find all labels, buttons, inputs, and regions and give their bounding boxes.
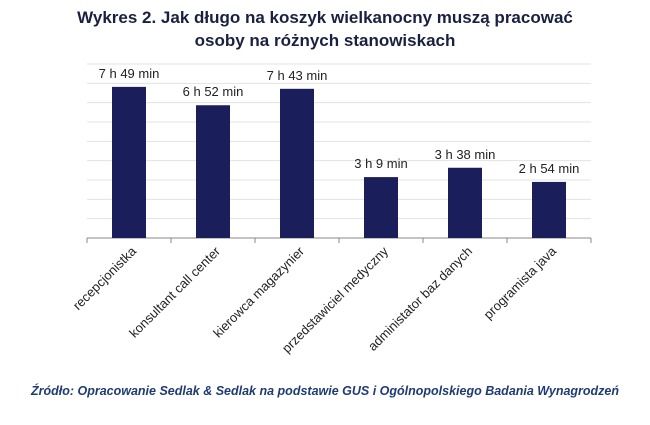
source-note: Źródło: Opracowanie Sedlak & Sedlak na p… xyxy=(30,384,620,398)
data-label: 3 h 9 min xyxy=(354,156,407,171)
bar-chart: 7 h 49 min recepcjonistka 6 h 52 min konsul… xyxy=(70,63,592,356)
data-label: 7 h 43 min xyxy=(267,68,328,83)
category-label: recepcjonistka xyxy=(70,243,140,313)
category-label: konsultant call center xyxy=(126,243,223,340)
data-label: 3 h 38 min xyxy=(435,147,496,162)
data-label: 2 h 54 min xyxy=(519,161,580,176)
bar xyxy=(532,181,566,238)
data-label: 6 h 52 min xyxy=(183,84,244,99)
chart-title-line-1: Wykres 2. Jak długo na koszyk wielkanocn… xyxy=(77,8,573,27)
category-label: programista java xyxy=(481,243,560,322)
bar xyxy=(364,177,398,238)
chart-title-line-2: osoby na różnych stanowiskach xyxy=(194,31,456,50)
bar xyxy=(112,86,146,238)
chart-title: Wykres 2. Jak długo na koszyk wielkanocn… xyxy=(0,6,650,52)
data-label: 7 h 49 min xyxy=(99,66,160,81)
bar xyxy=(196,105,230,238)
bar xyxy=(448,167,482,238)
bar xyxy=(280,88,314,238)
category-label: kierowca magazynier xyxy=(210,243,307,340)
